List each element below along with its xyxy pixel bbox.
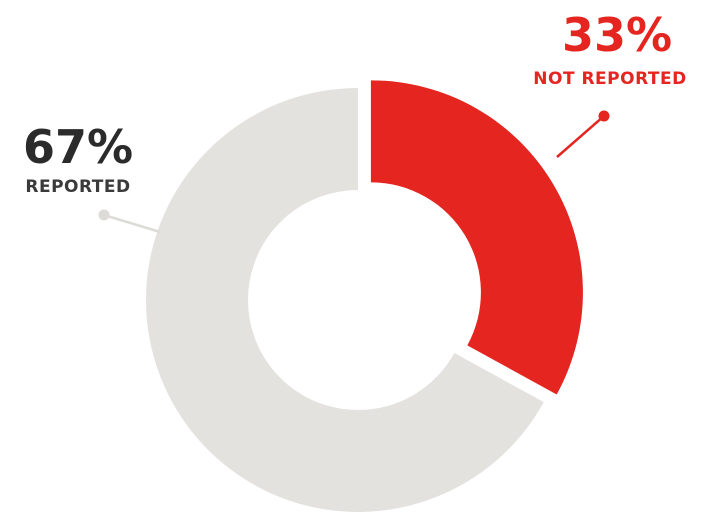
donut-slices	[146, 80, 583, 512]
reported-leader-dot	[98, 209, 110, 221]
slice-not-reported	[370, 80, 583, 395]
not-reported-leader-line	[556, 115, 605, 158]
slice-reported	[146, 88, 544, 512]
reported-leader-line	[103, 213, 161, 234]
leader-lines	[98, 110, 610, 234]
not-reported-leader-dot	[598, 110, 610, 122]
reported-category-label: REPORTED	[25, 177, 130, 197]
not-reported-percent-label: 33%	[562, 8, 672, 62]
reported-percent-label: 67%	[23, 120, 133, 174]
not-reported-category-label: NOT REPORTED	[533, 69, 686, 89]
